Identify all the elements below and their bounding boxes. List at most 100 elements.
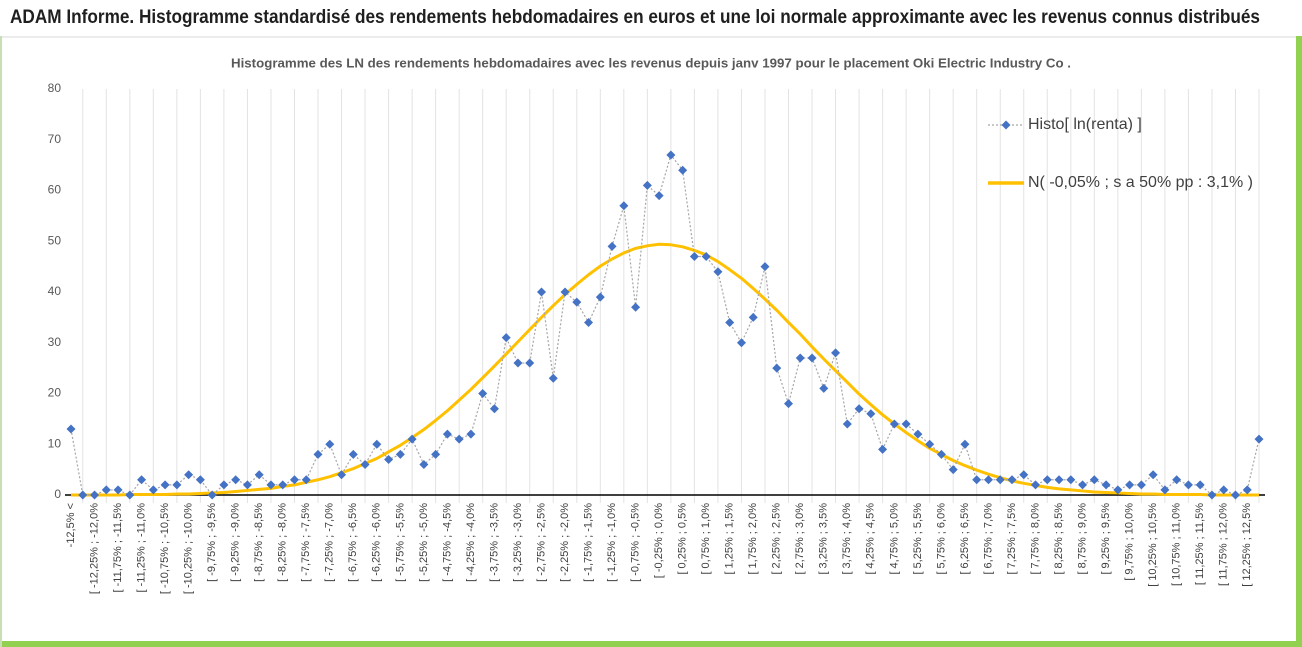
histogram-point [66,424,76,434]
histogram-point [1254,434,1264,444]
normal-curve [71,242,1259,497]
histogram-point [454,434,464,444]
x-tick-label: [ -10,75% ; -10,5% [159,503,171,594]
y-tick-label: 20 [48,386,62,400]
histogram-point [736,338,746,348]
histogram-point [889,419,899,429]
histogram-point [360,460,370,470]
x-tick-label: [ 12,25% ; 12,5% [1241,503,1253,587]
histogram-point [1183,480,1193,490]
histogram-point [678,165,688,175]
y-tick-label: 30 [48,335,62,349]
histogram-point [1207,490,1217,500]
histogram-point [819,383,829,393]
histogram-point [772,363,782,373]
x-tick-label: [ 5,25% ; 5,5% [912,503,924,575]
histogram-point [584,317,594,327]
x-tick-label: [ -8,75% ; -8,5% [253,503,265,582]
histogram-point [995,475,1005,485]
x-tick-label: [ 8,75% ; 9,0% [1076,503,1088,575]
x-tick-label: [ -12,25% ; -12,0% [88,503,100,594]
histogram-point [1089,475,1099,485]
histogram-point [983,475,993,485]
x-tick-label: [ 1,75% ; 2,0% [747,503,759,575]
histogram-point [701,251,711,261]
x-tick-label: [ -11,75% ; -11,5% [112,503,124,593]
histogram-point [1230,490,1240,500]
histogram-point [795,353,805,363]
chart-title: Histogramme des LN des rendements hebdom… [231,55,1071,70]
histogram-point [642,180,652,190]
histogram-point [348,449,358,459]
histogram-point [466,429,476,439]
histogram-point [548,373,558,383]
histogram-point [325,439,335,449]
header [0,0,1302,36]
histogram-point [1125,480,1135,490]
x-tick-label: [ -5,75% ; -5,5% [394,503,406,582]
histogram-point [607,241,617,251]
x-tick-label: [ 2,25% ; 2,5% [771,503,783,575]
y-tick-label: 10 [48,436,62,450]
histogram-point [536,287,546,297]
x-tick-label: [ -10,25% ; -10,0% [183,503,195,594]
x-tick-label: [ 6,25% ; 6,5% [959,503,971,575]
x-tick-label: [ 3,25% ; 3,5% [818,503,830,575]
y-tick-label: 70 [48,132,62,146]
histogram-point [595,292,605,302]
x-tick-label: [ -7,75% ; -7,5% [300,503,312,582]
histogram-point [1019,470,1029,480]
histogram-point [289,475,299,485]
histogram-point [419,460,429,470]
histogram-point [631,302,641,312]
x-tick-label: [ 4,25% ; 4,5% [865,503,877,575]
histogram-point [525,358,535,368]
histogram-point [301,475,311,485]
x-tick-label: [ 10,75% ; 11,0% [1171,503,1183,586]
frame-bottom [0,641,1302,647]
x-tick-label: [ 7,75% ; 8,0% [1029,503,1041,575]
histogram-point [960,439,970,449]
x-tick-label: -12,5% < [65,503,77,547]
x-tick-label: [ -2,75% ; -2,5% [535,503,547,582]
x-tick-label: [ -5,25% ; -5,0% [418,503,430,582]
x-tick-label: [ -1,75% ; -1,5% [582,503,594,582]
histogram-point [831,348,841,358]
x-tick-label: [ -6,75% ; -6,5% [347,503,359,582]
y-tick-label: 40 [48,284,62,298]
frame-left [0,36,2,647]
x-tick-label: [ 9,25% ; 9,5% [1100,503,1112,575]
histogram-point [501,333,511,343]
x-tick-label: [ -2,25% ; -2,0% [559,503,571,582]
histogram-point [784,399,794,409]
histogram-point [489,404,499,414]
histogram-point [184,470,194,480]
x-tick-label: [ 1,25% ; 1,5% [724,503,736,575]
histogram-point [1101,480,1111,490]
histogram-point [242,480,252,490]
histogram-point [278,480,288,490]
histogram-point [572,297,582,307]
histogram-point [748,312,758,322]
x-tick-label: [ 6,75% ; 7,0% [982,503,994,575]
histogram-point [866,409,876,419]
x-tick-label: [ -7,25% ; -7,0% [324,503,336,582]
histogram-point [936,449,946,459]
histogram-point [313,449,323,459]
histogram-point [1160,485,1170,495]
histogram-point [619,201,629,211]
histogram-point [666,150,676,160]
histogram-point [1031,480,1041,490]
x-tick-label: [ -4,75% ; -4,5% [441,503,453,582]
histogram-point [913,429,923,439]
histogram-point [1219,485,1229,495]
histogram-point [395,449,405,459]
histogram-point [513,358,523,368]
x-tick-label: [ 8,25% ; 8,5% [1053,503,1065,575]
x-tick-label: [ -3,75% ; -3,5% [488,503,500,582]
histogram-point [901,419,911,429]
y-tick-label: 50 [48,233,62,247]
histogram-point [219,480,229,490]
x-tick-label: [ 0,75% ; 1,0% [700,503,712,575]
histogram-point [266,480,276,490]
